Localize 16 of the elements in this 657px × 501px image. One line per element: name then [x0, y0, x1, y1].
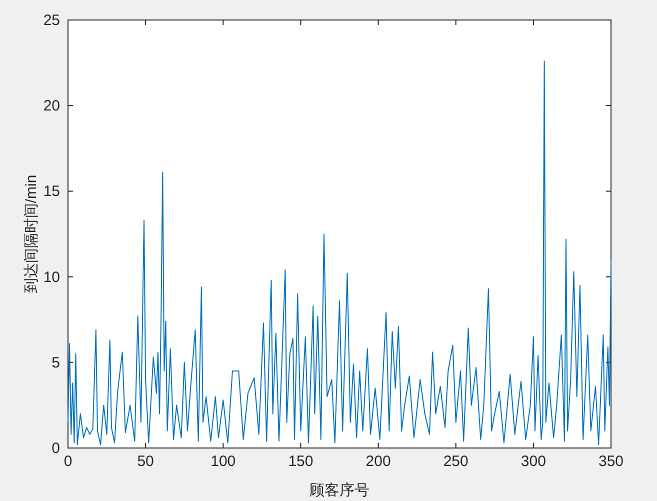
x-tick-label: 100 [210, 453, 236, 470]
y-tick-label: 5 [52, 354, 60, 372]
x-axis-title: 顾客序号 [310, 482, 370, 499]
x-tick-label: 0 [64, 453, 72, 470]
x-tick-label: 350 [598, 453, 624, 470]
x-tick-label: 150 [288, 453, 314, 470]
x-tick-label: 300 [520, 453, 546, 470]
y-axis-title: 到达间隔时间/min [23, 174, 40, 294]
y-tick-label: 10 [43, 268, 60, 286]
y-tick-label: 0 [52, 440, 60, 457]
x-tick-label: 50 [137, 453, 154, 470]
x-tick-label: 250 [443, 453, 468, 470]
y-tick-label: 25 [43, 12, 60, 29]
y-tick-label: 15 [43, 183, 60, 200]
y-tick-label: 20 [43, 98, 60, 115]
x-tick-label: 200 [366, 453, 391, 470]
